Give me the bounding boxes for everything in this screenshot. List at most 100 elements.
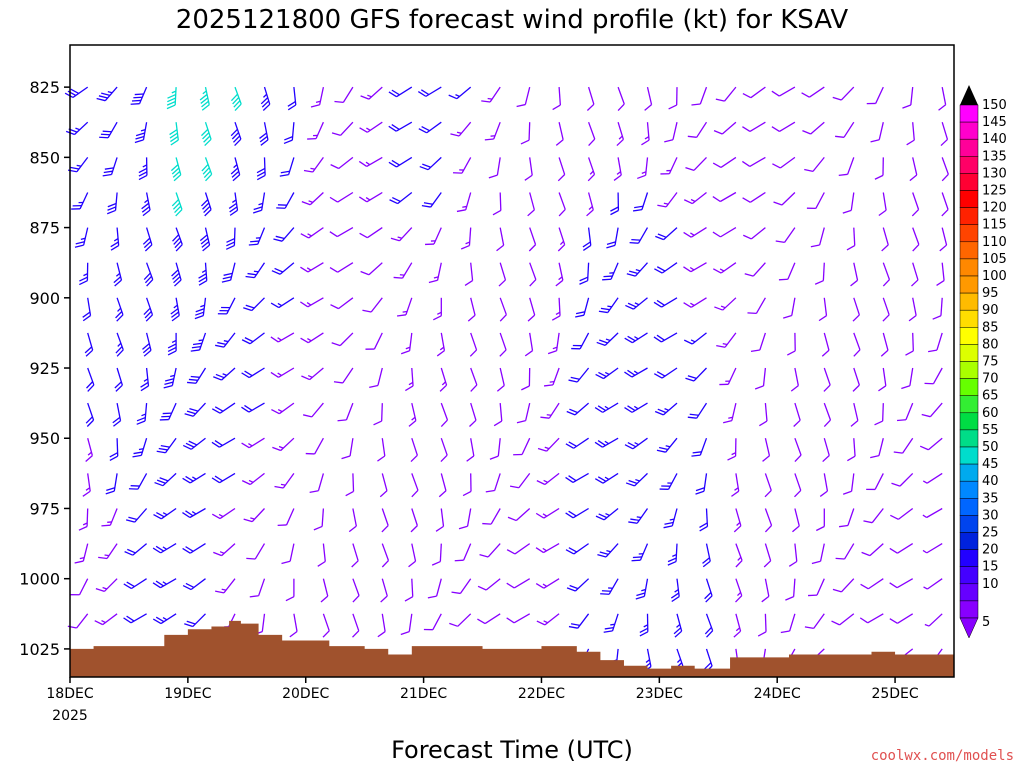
wind-barb xyxy=(112,402,122,427)
wind-barb xyxy=(124,543,148,556)
wind-barb xyxy=(912,227,920,252)
wind-barb xyxy=(853,332,861,357)
x-axis-label: Forecast Time (UTC) xyxy=(391,736,633,764)
wind-barb xyxy=(814,262,825,285)
wind-barb xyxy=(358,156,383,167)
x-tick-label: 25DEC xyxy=(871,686,918,702)
wind-barb xyxy=(496,227,505,252)
wind-barb xyxy=(170,157,182,182)
wind-barb xyxy=(566,578,590,592)
wind-barb xyxy=(225,227,236,250)
wind-barb xyxy=(352,578,360,603)
wind-barb xyxy=(922,543,943,554)
wind-barb xyxy=(109,438,119,462)
wind-barb xyxy=(345,473,355,497)
wind-barb xyxy=(154,472,177,487)
wind-barb xyxy=(252,192,266,214)
wind-barb xyxy=(586,192,594,217)
wind-barb xyxy=(771,86,796,97)
wind-barb xyxy=(735,543,743,568)
wind-barb xyxy=(838,157,855,176)
wind-barb xyxy=(919,437,943,451)
wind-barb xyxy=(880,332,889,357)
wind-barb xyxy=(794,437,802,463)
wind-barb xyxy=(555,122,564,146)
wind-barb xyxy=(687,121,708,138)
wind-barb xyxy=(134,122,148,144)
wind-barb xyxy=(141,192,151,217)
wind-barb xyxy=(132,438,148,458)
wind-barb xyxy=(67,613,89,629)
wind-barb xyxy=(874,403,884,426)
wind-barb xyxy=(396,297,413,317)
y-tick-label: 950 xyxy=(29,429,60,448)
colorbar-label: 100 xyxy=(982,269,1007,284)
colorbar-label: 30 xyxy=(982,508,999,523)
wind-barb xyxy=(863,508,884,524)
wind-barb xyxy=(940,122,949,147)
wind-barb xyxy=(270,297,295,309)
colorbar-swatch xyxy=(959,412,979,431)
wind-barb xyxy=(331,332,354,347)
wind-barb xyxy=(274,473,295,489)
wind-barb xyxy=(941,157,949,182)
wind-barb xyxy=(624,402,648,413)
y-tick-label: 850 xyxy=(29,148,60,167)
wind-barb xyxy=(763,543,772,568)
wind-barb xyxy=(425,227,442,246)
wind-barb xyxy=(115,297,124,322)
wind-barb xyxy=(823,367,831,392)
wind-barb xyxy=(228,192,239,216)
wind-barb xyxy=(712,156,737,169)
wind-barb xyxy=(99,121,118,139)
wind-barb xyxy=(597,543,619,558)
wind-barb xyxy=(421,192,442,208)
wind-barb xyxy=(329,191,354,203)
wind-barb xyxy=(878,367,887,392)
wind-barb xyxy=(909,157,918,182)
colorbar-label: 90 xyxy=(982,303,999,318)
y-tick-label: 900 xyxy=(29,289,60,308)
wind-barb xyxy=(256,157,266,181)
colorbar-label: 40 xyxy=(982,474,999,489)
wind-barb xyxy=(889,543,914,554)
wind-barb xyxy=(901,367,914,390)
wind-barb xyxy=(565,507,589,519)
wind-barb xyxy=(388,121,413,132)
colorbar-swatch xyxy=(959,429,979,448)
wind-barb xyxy=(246,543,266,560)
wind-barb xyxy=(750,332,767,352)
wind-barb xyxy=(301,367,324,381)
wind-barb xyxy=(654,402,678,416)
wind-barb xyxy=(610,192,620,216)
wind-barb xyxy=(566,402,590,416)
wind-barb xyxy=(555,262,564,287)
wind-barb xyxy=(587,121,596,147)
wind-barb xyxy=(653,297,678,308)
plot-frame xyxy=(69,44,955,678)
colorbar-label: 105 xyxy=(982,252,1007,267)
wind-barb xyxy=(832,578,855,593)
wind-barb xyxy=(71,192,89,210)
wind-barb xyxy=(786,332,796,356)
wind-barb xyxy=(453,157,472,174)
wind-barb xyxy=(715,86,737,102)
wind-barb xyxy=(493,403,503,427)
wind-barb xyxy=(301,192,324,206)
wind-barb xyxy=(683,262,707,273)
wind-barb xyxy=(241,332,265,345)
wind-barb xyxy=(467,297,476,322)
wind-barb xyxy=(152,543,177,554)
wind-barb xyxy=(96,86,118,102)
wind-barb xyxy=(200,121,212,147)
wind-barb xyxy=(536,613,560,626)
wind-barb xyxy=(637,157,649,180)
wind-barb xyxy=(509,473,531,489)
wind-barb xyxy=(143,297,154,322)
wind-barb xyxy=(260,86,271,111)
wind-barb xyxy=(448,86,472,100)
wind-barb xyxy=(516,86,531,108)
wind-barb xyxy=(125,508,148,523)
wind-barb xyxy=(341,438,354,460)
wind-barb xyxy=(221,262,236,283)
